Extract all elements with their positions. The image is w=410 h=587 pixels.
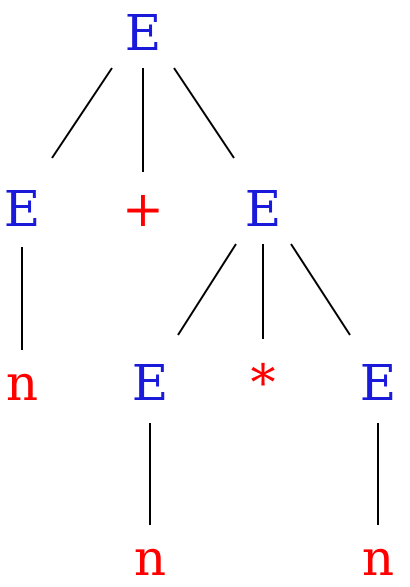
tree-nodes: E E + E n E * E n n: [4, 4, 397, 587]
node-right-e: E: [245, 180, 282, 238]
node-n-under-inner-left-e: n: [134, 529, 166, 587]
node-n-under-left-e: n: [6, 354, 38, 412]
node-left-e: E: [4, 180, 41, 238]
tree-edges: [21, 67, 379, 525]
node-inner-right-e: E: [360, 354, 397, 412]
node-plus: +: [122, 180, 164, 238]
node-inner-left-e: E: [132, 354, 169, 412]
node-root-e: E: [125, 4, 162, 62]
edge-right-e-to-inner-right-e: [290, 243, 351, 336]
edge-right-e-to-inner-left-e: [177, 243, 237, 336]
edge-root-to-right-e: [173, 67, 235, 159]
node-n-under-inner-right-e: n: [362, 529, 394, 587]
edge-root-to-left-e: [51, 67, 113, 159]
node-star: *: [251, 354, 276, 412]
